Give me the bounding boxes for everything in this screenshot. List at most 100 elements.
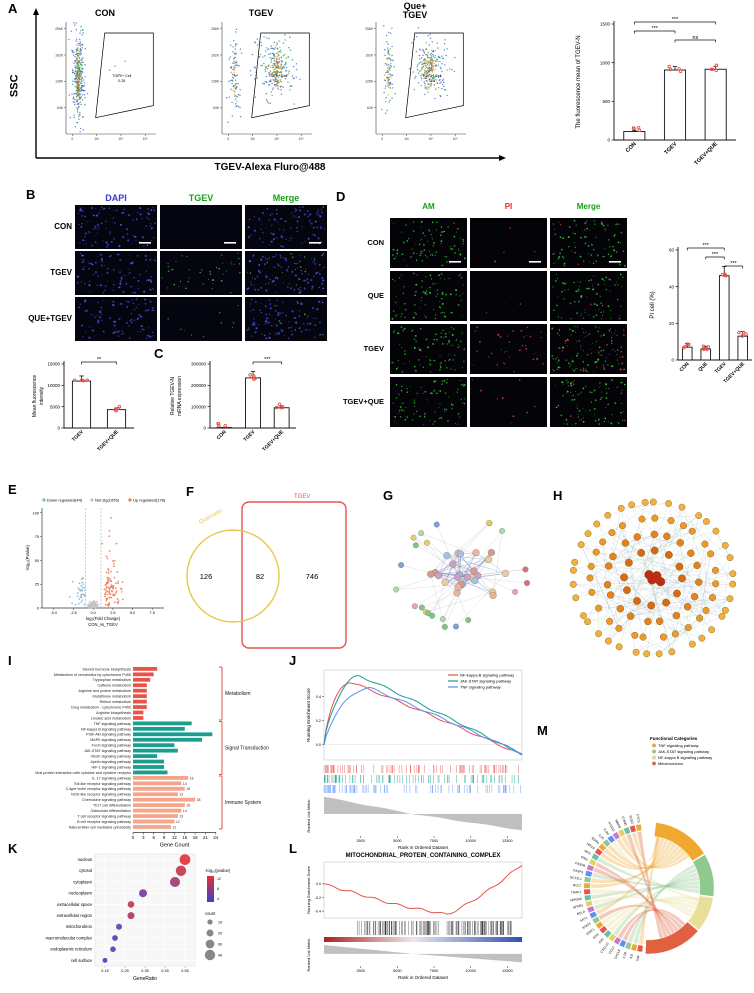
- svg-text:0.45: 0.45: [161, 969, 168, 973]
- svg-text:0.28: 0.28: [118, 79, 125, 83]
- panel-label-k: K: [8, 841, 18, 856]
- panel-label-l: L: [289, 841, 297, 856]
- svg-text:Relative TGEV-N: Relative TGEV-N: [170, 377, 176, 415]
- svg-text:IL1B: IL1B: [622, 952, 628, 959]
- svg-text:TGEV: TGEV: [664, 141, 679, 156]
- svg-text:Not sig(1055): Not sig(1055): [95, 498, 120, 503]
- svg-text:746: 746: [306, 572, 319, 581]
- svg-text:Natural killer cell mediated c: Natural killer cell mediated cytotoxicit…: [69, 825, 131, 829]
- svg-text:CXCL10: CXCL10: [599, 942, 609, 954]
- svg-text:16: 16: [190, 776, 194, 780]
- svg-text:5.0: 5.0: [130, 611, 135, 615]
- svg-text:TGEV+ Cell: TGEV+ Cell: [112, 74, 131, 78]
- svg-text:Caffeine metabolism: Caffeine metabolism: [97, 684, 131, 688]
- svg-text:log₂(Fold Change): log₂(Fold Change): [86, 616, 121, 621]
- svg-text:PI cell (%): PI cell (%): [650, 291, 656, 318]
- svg-text:2.5: 2.5: [110, 611, 115, 615]
- panelD-header-pi: PI: [504, 202, 513, 211]
- svg-text:Arginine biosynthesis: Arginine biosynthesis: [96, 711, 131, 715]
- svg-text:24: 24: [213, 835, 218, 840]
- panel-label-a: A: [8, 1, 18, 16]
- svg-text:40: 40: [669, 284, 675, 289]
- svg-text:5000: 5000: [393, 839, 401, 843]
- svg-text:Toll-like receptor signaling p: Toll-like receptor signaling pathway: [74, 782, 131, 786]
- svg-text:MITOCHONDRIAL_PROTEIN_CONTAINI: MITOCHONDRIAL_PROTEIN_CONTAINING_COMPLEX: [346, 853, 501, 859]
- svg-text:Retinol metabolism: Retinol metabolism: [100, 700, 131, 704]
- svg-text:Up regulated(178): Up regulated(178): [133, 498, 166, 503]
- svg-text:15: 15: [182, 835, 187, 840]
- svg-text:14: 14: [183, 782, 187, 786]
- svg-text:8: 8: [217, 887, 219, 891]
- svg-text:18: 18: [193, 835, 198, 840]
- svg-text:100: 100: [33, 511, 39, 515]
- svg-text:2500: 2500: [356, 839, 364, 843]
- svg-text:TGEV: TGEV: [71, 429, 85, 443]
- svg-text:0.55: 0.55: [181, 969, 188, 973]
- panelB-row-que-tgev: QUE+TGEV: [28, 314, 72, 323]
- flow-title-que-tgev: Que+ TGEV: [402, 1, 428, 21]
- svg-text:100000: 100000: [191, 404, 207, 409]
- svg-text:3: 3: [142, 835, 145, 840]
- panel-label-j: J: [289, 653, 297, 668]
- svg-text:VEGF signaling pathway: VEGF signaling pathway: [91, 755, 132, 759]
- svg-text:CON: CON: [216, 429, 228, 441]
- svg-text:HIF-1 signaling pathway: HIF-1 signaling pathway: [91, 765, 131, 769]
- svg-text:NF-kappa B signaling pathway: NF-kappa B signaling pathway: [460, 672, 514, 677]
- panelA-bar: 0 500 1000 1500 The fluorescence mean of TGE…: [576, 17, 736, 167]
- svg-text:Ranked List Metric: Ranked List Metric: [306, 938, 311, 971]
- svg-text:10⁶: 10⁶: [299, 137, 305, 141]
- svg-text:CASP3: CASP3: [572, 868, 583, 874]
- svg-text:10000: 10000: [465, 839, 476, 843]
- svg-text:ICAM1: ICAM1: [621, 816, 628, 827]
- svg-text:mitochondrion: mitochondrion: [66, 924, 93, 929]
- svg-text:256K: 256K: [365, 27, 374, 31]
- svg-text:extracellular space: extracellular space: [57, 902, 93, 907]
- svg-text:Linoleic acid metabolism: Linoleic acid metabolism: [91, 716, 131, 720]
- svg-text:MYC: MYC: [584, 849, 593, 856]
- panelD-row-con: CON: [367, 238, 384, 247]
- svg-text:STAT3: STAT3: [581, 922, 591, 930]
- svg-text:21: 21: [203, 835, 208, 840]
- svg-text:cytosol: cytosol: [79, 868, 92, 873]
- svg-text:71.5: 71.5: [428, 79, 435, 83]
- svg-text:10²: 10²: [404, 137, 410, 141]
- svg-text:JUN: JUN: [597, 937, 605, 945]
- svg-text:Running Enrichment Score: Running Enrichment Score: [306, 865, 311, 914]
- svg-text:JAK-STAT signaling pathway: JAK-STAT signaling pathway: [460, 678, 511, 683]
- svg-text:***: ***: [703, 243, 710, 249]
- svg-text:126: 126: [200, 572, 213, 581]
- svg-text:10000: 10000: [47, 383, 60, 388]
- svg-text:RELA: RELA: [576, 909, 586, 916]
- svg-text:***: ***: [712, 252, 719, 258]
- panelD-row-tgev-que: TGEV+QUE: [342, 397, 384, 406]
- svg-text:14: 14: [183, 809, 187, 813]
- svg-text:20: 20: [218, 931, 222, 935]
- svg-text:***: ***: [264, 357, 271, 363]
- svg-text:2500: 2500: [356, 969, 364, 973]
- svg-text:NOD-like receptor signaling pa: NOD-like receptor signaling pathway: [71, 793, 131, 797]
- panel-label-e: E: [8, 482, 17, 497]
- svg-text:12: 12: [217, 877, 221, 881]
- svg-text:NF-kappa B signaling pathway: NF-kappa B signaling pathway: [81, 727, 131, 731]
- svg-text:128K: 128K: [55, 80, 64, 84]
- svg-text:0.0: 0.0: [316, 743, 321, 747]
- svg-text:10: 10: [218, 920, 222, 924]
- panelF-venn: Quercetin TGEV 126 82 746: [186, 494, 347, 649]
- svg-text:Metabolism: Metabolism: [225, 691, 251, 697]
- svg-text:18: 18: [197, 798, 201, 802]
- svg-text:0: 0: [671, 358, 674, 363]
- svg-text:intensity: intensity: [39, 386, 45, 405]
- svg-text:CYCS: CYCS: [636, 814, 641, 823]
- svg-text:5000: 5000: [50, 404, 61, 409]
- svg-text:0.4: 0.4: [316, 695, 321, 699]
- svg-text:CCL2: CCL2: [608, 945, 616, 954]
- svg-text:MMP9: MMP9: [614, 819, 622, 829]
- svg-text:Running Enrichment Score: Running Enrichment Score: [306, 688, 311, 742]
- panelM-chord: TNFIL6IL1BCXCL8CCL2CXCL10JUNFOSSTAT1STAT…: [570, 736, 715, 962]
- svg-text:0: 0: [71, 137, 73, 141]
- svg-text:50: 50: [35, 559, 39, 563]
- svg-text:STAT1: STAT1: [585, 927, 595, 936]
- svg-text:TGEV+QUE: TGEV+QUE: [261, 429, 285, 453]
